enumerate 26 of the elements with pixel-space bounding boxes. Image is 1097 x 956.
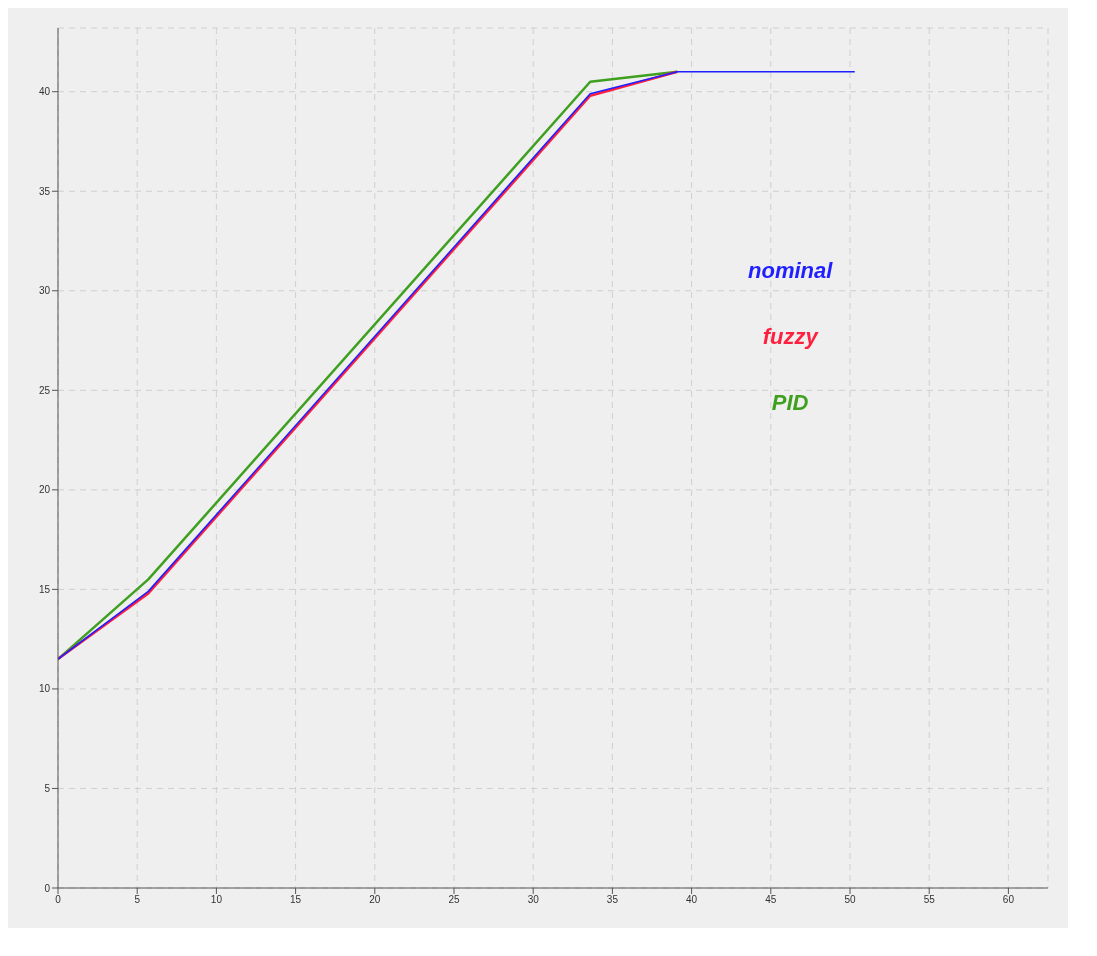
- x-tick-label: 30: [527, 894, 540, 906]
- x-tick-label: 60: [1002, 894, 1015, 906]
- y-tick-label: 15: [38, 583, 51, 595]
- text: PID: [771, 390, 809, 416]
- y-tick-label: 25: [38, 384, 51, 396]
- x-tick-label: 5: [134, 894, 141, 906]
- y-tick-label: 20: [38, 484, 51, 496]
- y-tick-label: 30: [38, 285, 51, 297]
- x-tick-label: 20: [369, 894, 381, 906]
- x-tick-label: 55: [923, 894, 936, 906]
- x-tick-label: 25: [448, 894, 460, 906]
- text: nominal: [748, 258, 833, 284]
- x-tick-label: 45: [765, 894, 777, 906]
- y-tick-label: 35: [38, 185, 51, 197]
- x-tick-label: 50: [844, 894, 856, 906]
- x-tick-label: 40: [686, 894, 698, 906]
- x-tick-label: 15: [290, 894, 302, 906]
- x-tick-label: 10: [210, 894, 223, 906]
- y-tick-label: 40: [38, 86, 51, 98]
- y-tick-label: 10: [38, 683, 51, 695]
- line-series: [58, 71, 856, 660]
- x-tick-label: 35: [606, 894, 619, 906]
- x-tick-label: 0: [55, 894, 62, 906]
- y-tick-label: 0: [44, 882, 51, 894]
- y-tick-label: 5: [44, 783, 51, 795]
- text: fuzzy: [762, 324, 818, 350]
